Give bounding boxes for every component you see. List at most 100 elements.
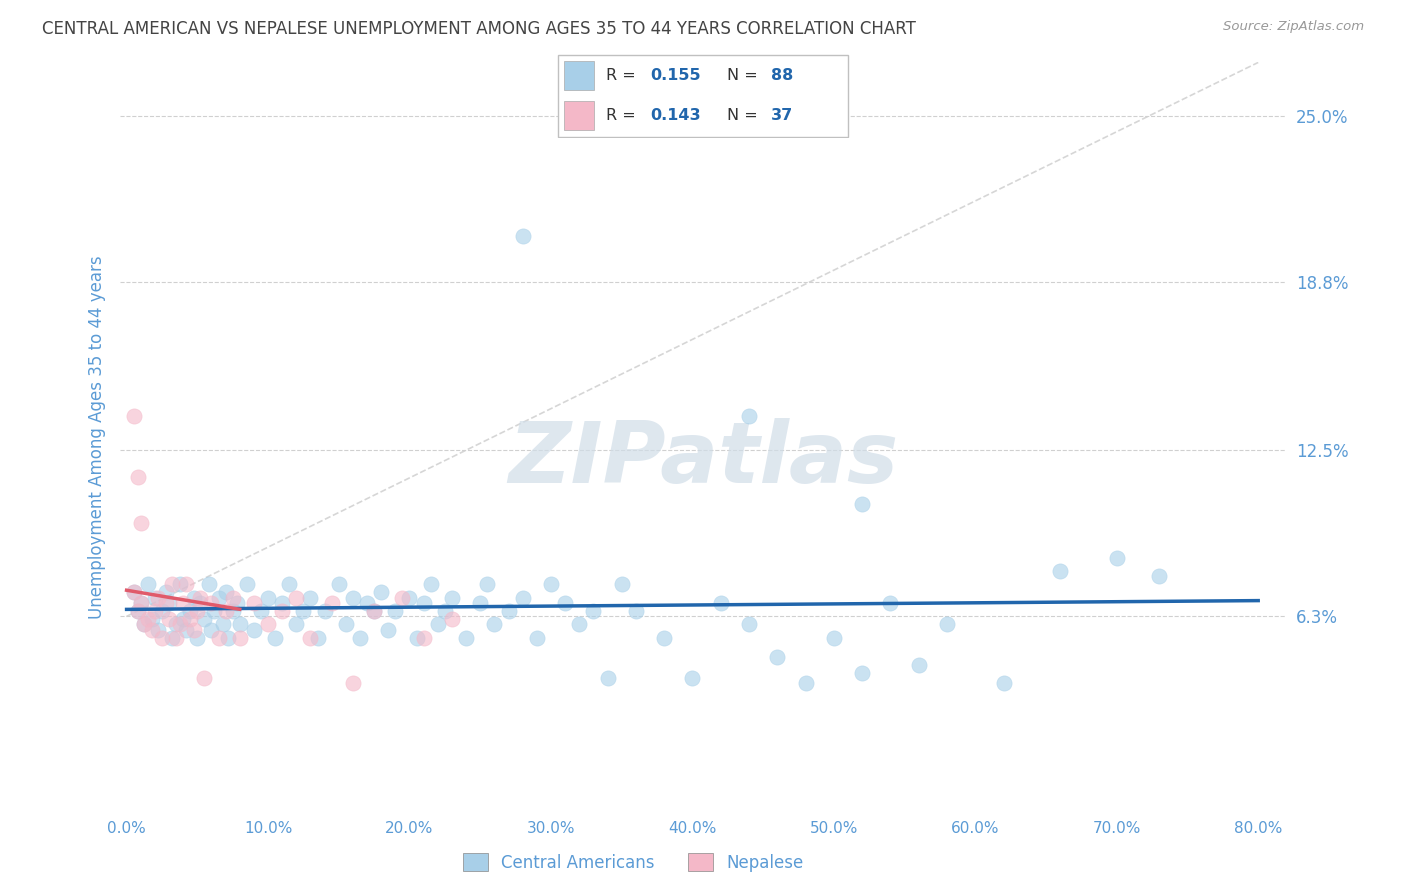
Point — [160, 631, 183, 645]
Point — [440, 591, 463, 605]
Text: 0.143: 0.143 — [650, 108, 700, 123]
Point — [160, 577, 183, 591]
Legend: Central Americans, Nepalese: Central Americans, Nepalese — [456, 847, 810, 879]
Point — [143, 604, 166, 618]
Point — [738, 617, 761, 632]
Point — [582, 604, 605, 618]
Point — [356, 596, 378, 610]
Point — [271, 596, 294, 610]
Point — [155, 585, 177, 599]
Point — [165, 617, 187, 632]
Point — [207, 631, 229, 645]
Point — [610, 577, 633, 591]
Point — [172, 596, 194, 610]
Point — [155, 596, 177, 610]
Point — [129, 596, 152, 610]
Point — [146, 623, 169, 637]
Point — [226, 596, 249, 610]
Point — [127, 604, 149, 618]
Point — [172, 612, 194, 626]
Text: R =: R = — [606, 68, 641, 83]
Point — [342, 591, 364, 605]
Point — [236, 577, 259, 591]
Point — [568, 617, 591, 632]
Point — [264, 631, 287, 645]
Point — [412, 596, 434, 610]
Point — [214, 585, 236, 599]
Point — [328, 577, 350, 591]
Point — [169, 617, 191, 632]
Point — [292, 604, 315, 618]
Point — [243, 623, 266, 637]
Point — [363, 604, 385, 618]
Point — [188, 591, 211, 605]
Text: N =: N = — [727, 68, 762, 83]
Point — [200, 596, 222, 610]
Point — [285, 591, 308, 605]
Point — [851, 497, 873, 511]
Point — [188, 596, 211, 610]
Point — [127, 604, 149, 618]
Point — [229, 617, 252, 632]
Point — [454, 631, 477, 645]
Point — [136, 577, 159, 591]
Point — [377, 623, 399, 637]
Point — [652, 631, 675, 645]
Point — [174, 577, 197, 591]
Point — [412, 631, 434, 645]
Text: 88: 88 — [770, 68, 793, 83]
Point — [169, 577, 191, 591]
Point — [477, 577, 499, 591]
Point — [426, 617, 449, 632]
Point — [299, 591, 322, 605]
Point — [285, 617, 308, 632]
Point — [363, 604, 385, 618]
Point — [229, 631, 252, 645]
Point — [851, 665, 873, 680]
Point — [335, 617, 357, 632]
Point — [681, 671, 703, 685]
Point — [193, 671, 215, 685]
Text: ZIPatlas: ZIPatlas — [508, 418, 898, 501]
FancyBboxPatch shape — [564, 101, 593, 130]
Point — [823, 631, 845, 645]
Point — [299, 631, 322, 645]
Point — [405, 631, 427, 645]
Point — [993, 676, 1015, 690]
Point — [183, 623, 205, 637]
Y-axis label: Unemployment Among Ages 35 to 44 years: Unemployment Among Ages 35 to 44 years — [87, 255, 105, 619]
Point — [141, 623, 163, 637]
Point — [349, 631, 371, 645]
Point — [122, 585, 145, 599]
Point — [419, 577, 441, 591]
Point — [150, 604, 173, 618]
Point — [512, 591, 534, 605]
Point — [391, 591, 413, 605]
Text: 37: 37 — [770, 108, 793, 123]
Point — [197, 577, 219, 591]
Point — [221, 604, 243, 618]
Point — [907, 657, 929, 672]
Point — [122, 409, 145, 423]
Text: 0.155: 0.155 — [650, 68, 700, 83]
Point — [129, 516, 152, 530]
Point — [193, 612, 215, 626]
Point — [738, 409, 761, 423]
Point — [257, 617, 280, 632]
Point — [936, 617, 959, 632]
Point — [179, 612, 201, 626]
Point — [143, 591, 166, 605]
Point — [540, 577, 562, 591]
Point — [122, 585, 145, 599]
Point — [150, 631, 173, 645]
Point — [384, 604, 406, 618]
Point — [710, 596, 733, 610]
Point — [207, 591, 229, 605]
Point — [127, 470, 149, 484]
Point — [157, 596, 180, 610]
Point — [271, 604, 294, 618]
Point — [186, 631, 208, 645]
FancyBboxPatch shape — [558, 55, 848, 136]
Point — [314, 604, 336, 618]
Point — [183, 591, 205, 605]
